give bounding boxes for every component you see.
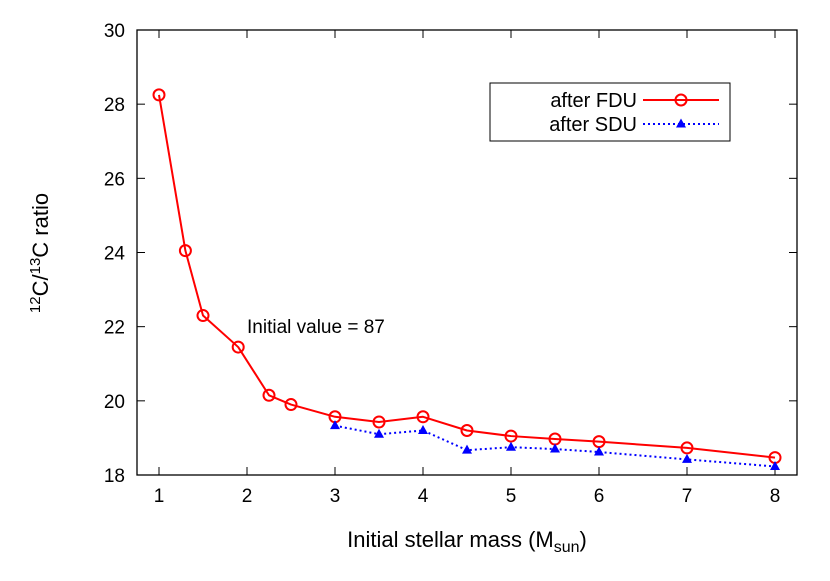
data-point-after-sdu — [462, 444, 472, 454]
x-tick-label: 4 — [418, 486, 429, 507]
y-tick-label: 30 — [104, 21, 125, 42]
x-tick-label: 5 — [506, 486, 517, 507]
data-point-after-fdu — [416, 410, 430, 424]
legend: after FDU after SDU — [489, 82, 731, 142]
x-tick-label: 7 — [682, 486, 693, 507]
y-tick-label: 28 — [104, 95, 125, 116]
axis-ticks: 1 2 3 4 5 6 7 8 18 20 22 24 26 28 30 — [104, 21, 797, 507]
legend-label-after-sdu: after SDU — [549, 114, 637, 136]
data-point-after-fdu — [372, 415, 386, 429]
series-line-after-fdu — [158, 94, 776, 459]
data-point-after-sdu — [418, 425, 428, 434]
y-tick-label: 22 — [104, 318, 125, 339]
data-point-after-sdu — [374, 428, 384, 438]
data-point-after-fdu — [231, 340, 245, 354]
data-point-after-fdu — [152, 88, 166, 102]
x-tick-label: 3 — [330, 486, 341, 507]
data-point-after-fdu — [680, 441, 694, 455]
data-point-after-sdu — [506, 441, 516, 451]
data-point-after-fdu — [178, 244, 192, 258]
data-point-after-fdu — [196, 309, 210, 323]
data-point-after-sdu — [550, 443, 560, 453]
data-point-after-fdu — [460, 424, 474, 437]
data-point-after-fdu — [284, 398, 298, 412]
x-tick-label: 6 — [594, 486, 605, 507]
legend-marker-after-fdu — [674, 93, 688, 107]
x-tick-label: 1 — [154, 486, 165, 507]
data-point-after-sdu — [330, 420, 340, 430]
x-tick-label: 8 — [770, 486, 781, 507]
data-point-after-fdu — [262, 388, 276, 402]
series-layer — [152, 88, 782, 470]
legend-box — [489, 82, 731, 142]
annotation-initial-value: Initial value = 87 — [247, 317, 385, 338]
x-tick-label: 2 — [242, 486, 253, 507]
data-point-after-sdu — [770, 460, 780, 470]
data-point-after-sdu — [682, 453, 692, 463]
y-axis-label: 12C/13C ratio — [27, 193, 54, 313]
y-tick-label: 26 — [104, 169, 125, 190]
y-tick-label: 20 — [104, 392, 125, 413]
y-tick-label: 24 — [104, 244, 126, 265]
legend-label-after-fdu: after FDU — [550, 90, 637, 112]
y-tick-label: 18 — [104, 466, 125, 487]
data-point-after-sdu — [594, 446, 604, 456]
x-axis-label: Initial stellar mass (Msun) — [347, 527, 587, 556]
legend-marker-after-sdu — [676, 118, 686, 128]
data-point-after-fdu — [504, 429, 518, 443]
